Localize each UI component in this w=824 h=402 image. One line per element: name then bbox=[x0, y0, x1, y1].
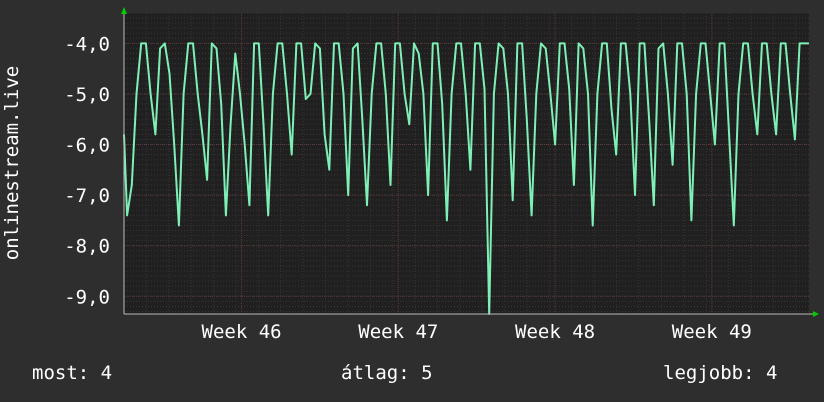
x-tick-label: Week 49 bbox=[672, 321, 752, 343]
y-tick-label: -6,0 bbox=[64, 135, 110, 157]
y-axis: -4,0 -5,0 -6,0 -7,0 -8,0 -9,0 bbox=[64, 33, 110, 308]
x-tick-label: Week 46 bbox=[202, 321, 282, 343]
series-line bbox=[123, 42, 809, 315]
best-value: legjobb: 4 bbox=[663, 362, 778, 384]
y-tick-label: -7,0 bbox=[64, 185, 110, 207]
x-tick-label: Week 47 bbox=[358, 321, 438, 343]
x-axis-arrow-icon bbox=[813, 311, 819, 317]
y-tick-label: -8,0 bbox=[64, 236, 110, 258]
y-tick-label: -9,0 bbox=[64, 286, 110, 308]
current-value: most: 4 bbox=[32, 362, 113, 384]
average-value: átlag: 5 bbox=[341, 362, 433, 384]
y-axis-label: onlinestream.live bbox=[1, 66, 23, 260]
y-tick-label: -4,0 bbox=[64, 33, 110, 55]
y-axis-arrow-icon bbox=[121, 7, 127, 14]
x-tick-label: Week 48 bbox=[515, 321, 595, 343]
x-axis: Week 46 Week 47 Week 48 Week 49 bbox=[202, 321, 752, 343]
y-tick-label: -5,0 bbox=[64, 84, 110, 106]
